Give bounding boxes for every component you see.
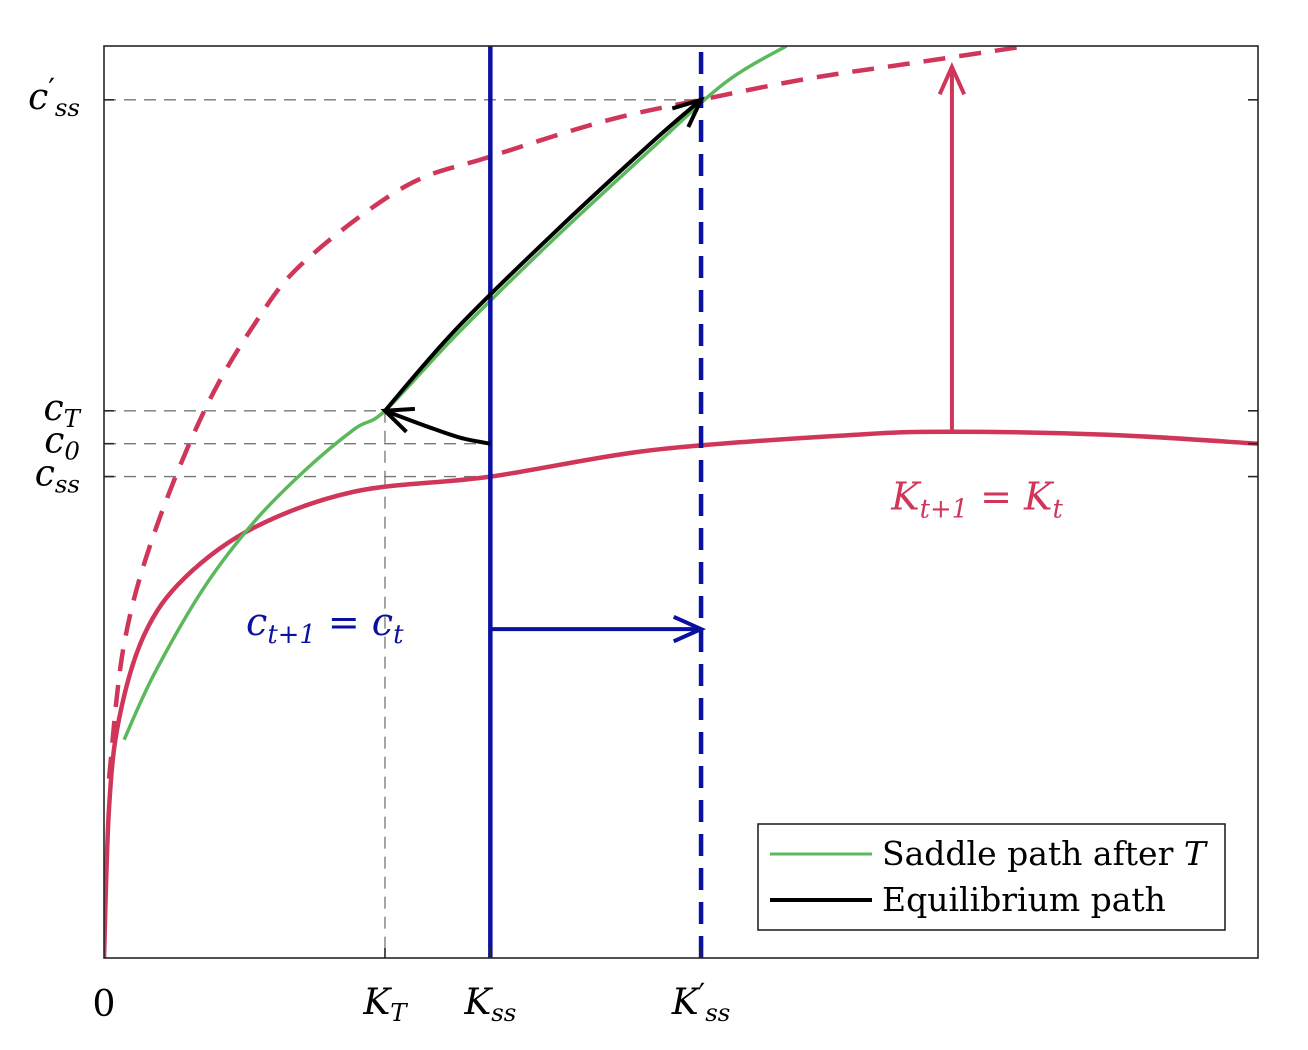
plot-frame bbox=[103, 45, 1259, 959]
y-tick-label-1: c0 bbox=[44, 421, 80, 466]
arrows-layer bbox=[380, 61, 967, 644]
k-locus-original-line bbox=[104, 429, 1258, 958]
legend-label-1: Saddle path after T bbox=[882, 834, 1209, 873]
equilibrium-path-leg-1 bbox=[384, 408, 491, 446]
locus-label-1: Kt+1 = Kt bbox=[890, 474, 1063, 524]
y-tick-label-3: c′ss bbox=[28, 72, 80, 122]
plot-area bbox=[104, 46, 1258, 958]
x-tick-label-2: K′ss bbox=[671, 977, 731, 1027]
locus-label-2: ct+1 = ct bbox=[246, 600, 404, 650]
x-origin-label: 0 bbox=[93, 984, 116, 1025]
x-tick-label-0: KT bbox=[362, 982, 408, 1027]
shift-arrow-head-1 bbox=[937, 61, 967, 96]
y-tick-label-2: css bbox=[35, 454, 80, 499]
equilibrium-arrow-head-2 bbox=[671, 96, 705, 128]
equilibrium-arrow-head-1 bbox=[380, 406, 416, 434]
curves-layer bbox=[104, 46, 1258, 958]
y-tick-label-0: cT bbox=[44, 388, 82, 433]
locus-labels: Kt+1 = Kt ct+1 = ct bbox=[246, 474, 1063, 649]
legend-box bbox=[757, 823, 1226, 931]
shift-arrow-head-2 bbox=[672, 614, 707, 644]
legend: Saddle path after T Equilibrium path bbox=[757, 823, 1226, 931]
axis-ticks bbox=[104, 99, 1258, 958]
equilibrium-path-leg-2 bbox=[383, 98, 703, 413]
k-locus-shifted-line bbox=[106, 46, 1028, 779]
legend-label-2: Equilibrium path bbox=[882, 880, 1166, 919]
x-tick-label-1: Kss bbox=[463, 982, 516, 1027]
guide-lines bbox=[104, 99, 702, 958]
saddle-path-line bbox=[122, 46, 788, 741]
